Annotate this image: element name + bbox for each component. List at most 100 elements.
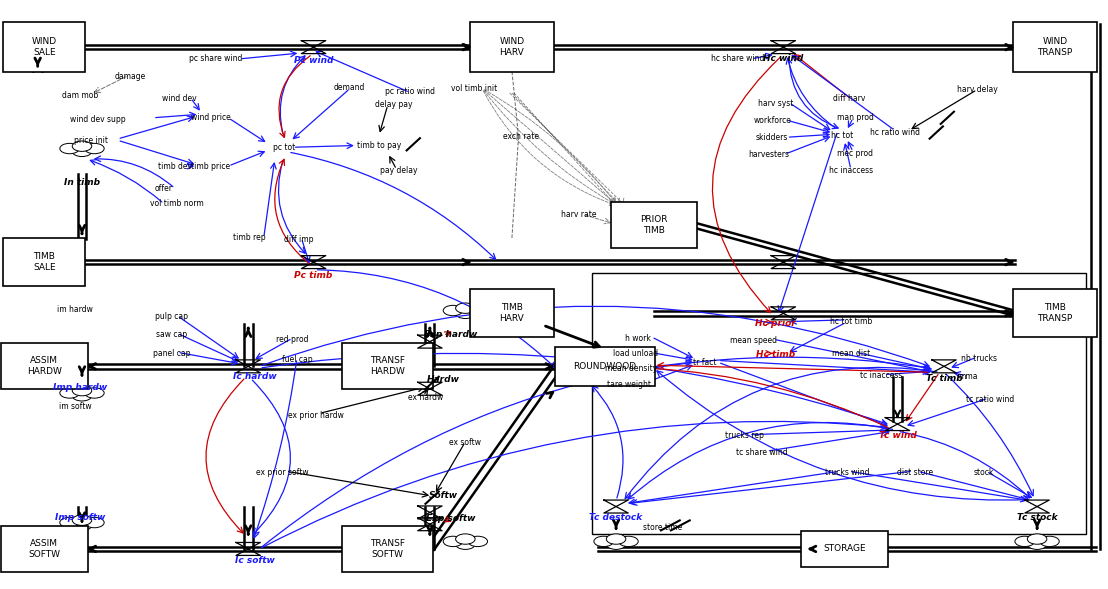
Text: trucks rep: trucks rep xyxy=(725,431,765,441)
Text: trucks wind: trucks wind xyxy=(825,468,870,477)
Text: pc tot: pc tot xyxy=(273,143,295,152)
Text: harvesters: harvesters xyxy=(748,150,790,159)
Text: Hc prior: Hc prior xyxy=(756,319,796,329)
Text: Hardw: Hardw xyxy=(427,375,460,385)
FancyBboxPatch shape xyxy=(611,202,697,248)
Text: ex softw: ex softw xyxy=(450,438,481,448)
Text: timb dev: timb dev xyxy=(158,161,192,171)
Text: red prod: red prod xyxy=(276,335,309,344)
Circle shape xyxy=(72,146,92,157)
Text: harv rate: harv rate xyxy=(561,210,596,220)
Text: skidders: skidders xyxy=(756,133,789,143)
Text: tc inaccess: tc inaccess xyxy=(860,371,902,380)
Text: harv syst: harv syst xyxy=(758,99,793,108)
Circle shape xyxy=(84,143,104,154)
Circle shape xyxy=(468,305,488,316)
Text: pay delay: pay delay xyxy=(380,166,418,176)
Circle shape xyxy=(72,385,92,396)
Text: ex hardw: ex hardw xyxy=(408,393,443,402)
Text: tc ratio wind: tc ratio wind xyxy=(966,395,1015,404)
Text: ex prior hardw: ex prior hardw xyxy=(288,411,343,420)
FancyBboxPatch shape xyxy=(3,239,85,286)
Circle shape xyxy=(1027,534,1047,544)
Text: pc ratio wind: pc ratio wind xyxy=(384,87,435,96)
Text: hc tot timb: hc tot timb xyxy=(830,316,872,326)
Text: Ic hardw: Ic hardw xyxy=(233,372,277,382)
FancyBboxPatch shape xyxy=(470,22,554,72)
Text: TIMB
TRANSP: TIMB TRANSP xyxy=(1037,303,1073,323)
FancyBboxPatch shape xyxy=(1013,22,1097,72)
Circle shape xyxy=(443,305,463,316)
Circle shape xyxy=(455,308,475,319)
Text: In timb: In timb xyxy=(64,178,100,187)
Text: pulp cap: pulp cap xyxy=(155,312,188,322)
Circle shape xyxy=(72,515,92,525)
Text: dist store: dist store xyxy=(897,468,933,477)
Text: Exp softw: Exp softw xyxy=(427,514,475,523)
Text: mec prod: mec prod xyxy=(838,148,873,158)
Text: TRANSF
SOFTW: TRANSF SOFTW xyxy=(370,539,406,559)
FancyBboxPatch shape xyxy=(342,526,433,572)
Text: Pc timb: Pc timb xyxy=(295,270,332,280)
Circle shape xyxy=(60,143,80,154)
Text: nb trucks: nb trucks xyxy=(962,353,997,363)
FancyBboxPatch shape xyxy=(555,347,656,386)
Text: delay pay: delay pay xyxy=(375,100,412,110)
Text: mean dist: mean dist xyxy=(832,349,870,358)
FancyBboxPatch shape xyxy=(1013,290,1097,337)
Circle shape xyxy=(455,303,475,313)
FancyBboxPatch shape xyxy=(470,290,554,337)
Text: wind dev supp: wind dev supp xyxy=(70,115,125,124)
Text: vol timb init: vol timb init xyxy=(451,84,497,93)
Circle shape xyxy=(1027,539,1047,550)
Circle shape xyxy=(606,534,626,544)
Text: h work: h work xyxy=(625,334,652,343)
Text: Pc wind: Pc wind xyxy=(294,55,334,65)
Text: timb price: timb price xyxy=(191,161,230,171)
Text: Tc stock: Tc stock xyxy=(1017,512,1057,522)
Text: TIMB
HARV: TIMB HARV xyxy=(500,303,524,323)
Text: timb to pay: timb to pay xyxy=(357,141,401,150)
Text: mma: mma xyxy=(958,372,978,382)
Circle shape xyxy=(606,539,626,550)
Text: Hc wind: Hc wind xyxy=(763,54,803,64)
Text: hc inaccess: hc inaccess xyxy=(829,166,873,176)
Circle shape xyxy=(455,534,475,544)
Text: WIND
SALE: WIND SALE xyxy=(32,37,57,57)
Circle shape xyxy=(72,391,92,401)
Text: Exp hardw: Exp hardw xyxy=(424,330,478,339)
Text: tare weight: tare weight xyxy=(607,379,652,389)
Text: price init: price init xyxy=(74,135,107,145)
Text: offer: offer xyxy=(155,184,173,193)
Text: ex prior softw: ex prior softw xyxy=(256,468,309,477)
Text: hc ratio wind: hc ratio wind xyxy=(870,128,921,137)
Text: Imp softw: Imp softw xyxy=(54,512,105,522)
Text: hc share wind: hc share wind xyxy=(711,54,765,64)
Text: man prod: man prod xyxy=(837,113,874,123)
Circle shape xyxy=(443,536,463,547)
Text: ASSIM
SOFTW: ASSIM SOFTW xyxy=(29,539,60,559)
FancyBboxPatch shape xyxy=(3,22,85,72)
Circle shape xyxy=(468,536,488,547)
Text: TIMB
SALE: TIMB SALE xyxy=(33,252,55,272)
Circle shape xyxy=(72,141,92,151)
Circle shape xyxy=(84,388,104,398)
Circle shape xyxy=(60,388,80,398)
Text: workforce: workforce xyxy=(753,116,791,125)
Text: tc share wind: tc share wind xyxy=(737,448,788,457)
Circle shape xyxy=(72,520,92,531)
Text: mean density: mean density xyxy=(605,363,658,373)
Text: Softw: Softw xyxy=(429,491,458,501)
Circle shape xyxy=(1015,536,1035,547)
Text: mean speed: mean speed xyxy=(730,336,777,345)
Circle shape xyxy=(594,536,614,547)
Text: ASSIM
HARDW: ASSIM HARDW xyxy=(27,356,62,376)
Circle shape xyxy=(618,536,638,547)
Text: Imp hardw: Imp hardw xyxy=(53,383,106,392)
Text: PRIOR
TIMB: PRIOR TIMB xyxy=(640,215,667,235)
Text: ROUNDWOOD: ROUNDWOOD xyxy=(574,362,636,371)
Text: hc tot: hc tot xyxy=(831,131,853,140)
Text: damage: damage xyxy=(115,72,146,81)
Text: im hardw: im hardw xyxy=(58,305,93,314)
Text: fuel cap: fuel cap xyxy=(281,355,312,364)
